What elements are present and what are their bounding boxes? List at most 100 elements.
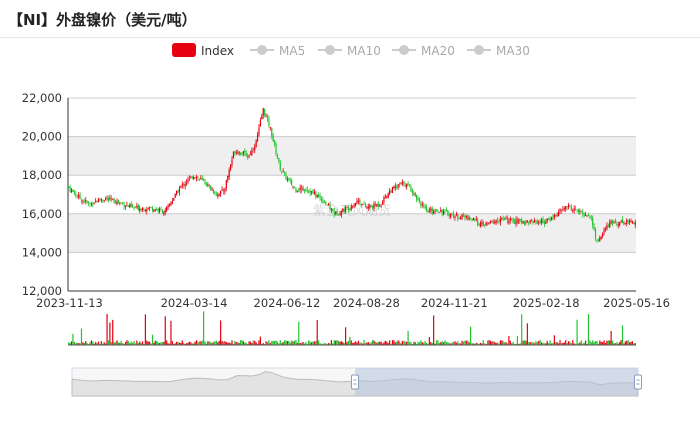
candle-body	[630, 221, 632, 222]
volume-bar	[350, 340, 352, 345]
legend-item-ma5[interactable]: MA5	[250, 44, 305, 58]
volume-bar	[389, 340, 391, 345]
volume-bar	[137, 343, 139, 345]
volume-bar	[467, 340, 469, 345]
volume-bar	[408, 341, 411, 345]
volume-bar	[411, 343, 413, 345]
volume-bar	[464, 340, 466, 345]
candle-body	[513, 222, 516, 224]
volume-bar	[401, 340, 404, 345]
volume-bar	[515, 343, 517, 345]
candle-body	[386, 196, 388, 199]
candle-body	[291, 180, 293, 186]
candle-body	[542, 218, 544, 223]
volume-bar	[291, 340, 293, 345]
candle-body	[197, 176, 199, 178]
volume-bar	[576, 319, 578, 345]
candle-body	[119, 202, 121, 204]
volume-bar	[234, 340, 236, 345]
candle-body	[194, 177, 196, 179]
candle-body	[545, 221, 547, 224]
legend-item-ma30[interactable]: MA30	[467, 44, 530, 58]
volume-bar	[633, 343, 635, 345]
candle-body	[572, 210, 574, 211]
candle-body	[376, 204, 378, 207]
zoom-selected-range[interactable]	[355, 368, 638, 396]
candle-body	[580, 211, 582, 213]
volume-bar	[448, 343, 450, 345]
volume-bar	[468, 342, 470, 345]
candle-body	[80, 199, 83, 202]
candle-body	[239, 152, 242, 155]
candle-body	[575, 208, 577, 210]
volume-bar	[452, 341, 455, 345]
volume-bar	[114, 342, 117, 345]
volume-bar	[345, 327, 347, 345]
volume-bar	[262, 343, 264, 345]
volume-bar	[567, 341, 570, 345]
volume-bar	[360, 342, 362, 345]
volume-bar	[552, 343, 554, 345]
volume-bar	[187, 342, 189, 345]
candle-body	[68, 186, 70, 188]
candle-body	[201, 177, 203, 180]
volume-bar	[400, 343, 402, 345]
candle-body	[451, 213, 453, 215]
candle-body	[224, 188, 226, 193]
volume-bar	[119, 342, 121, 345]
legend-marker	[474, 45, 484, 55]
volume-bar	[462, 341, 465, 345]
legend-item-ma20[interactable]: MA20	[392, 44, 455, 58]
candle-body	[481, 222, 483, 224]
candle-body	[268, 118, 270, 127]
candle-body	[353, 204, 355, 206]
volume-bar	[584, 340, 587, 345]
candle-body	[424, 206, 426, 209]
volume-bar	[489, 340, 492, 345]
zoom-handle-right[interactable]	[634, 374, 642, 390]
volume-bar	[590, 342, 592, 345]
volume-bar	[129, 343, 131, 345]
candle-body	[479, 223, 482, 227]
volume-bar	[302, 341, 304, 345]
x-tick-label: 2025-05-16	[603, 296, 670, 310]
volume-bar	[423, 342, 425, 345]
volume-bar	[623, 343, 625, 345]
volume-bar	[120, 341, 122, 345]
volume-bar	[406, 341, 408, 345]
candle-body	[254, 146, 256, 151]
volume-bar	[604, 342, 607, 345]
volume-bar	[133, 341, 135, 345]
candle-body	[168, 204, 171, 206]
candle-body	[529, 220, 531, 223]
volume-bars	[68, 311, 636, 346]
legend-item-index[interactable]: Index	[172, 43, 234, 58]
legend-item-ma10[interactable]: MA10	[318, 44, 381, 58]
candle-body	[89, 202, 91, 204]
candle-body	[114, 201, 117, 204]
volume-bar	[404, 341, 406, 345]
volume-bar	[201, 340, 203, 345]
volume-bar	[300, 342, 303, 345]
volume-bar	[134, 343, 137, 345]
legend[interactable]: Index MA5 MA10 MA20 MA30	[172, 43, 530, 58]
candle-body	[231, 159, 233, 166]
candle-body	[484, 225, 486, 227]
candle-body	[583, 214, 585, 216]
zoom-handle-left[interactable]	[351, 374, 359, 390]
volume-bar	[505, 342, 507, 345]
candle-body	[614, 221, 617, 223]
candle-body	[150, 206, 152, 208]
volume-bar	[247, 343, 249, 345]
candle-body	[171, 201, 173, 204]
volume-bar	[193, 343, 195, 345]
candle-body	[126, 204, 128, 206]
data-zoom-slider[interactable]	[71, 367, 642, 397]
volume-bar	[150, 343, 152, 345]
candle-body	[420, 202, 422, 207]
volume-bar	[308, 340, 310, 345]
volume-bar	[475, 342, 477, 345]
candle-body	[469, 218, 472, 220]
volume-bar	[156, 341, 158, 345]
volume-bar	[185, 343, 188, 345]
